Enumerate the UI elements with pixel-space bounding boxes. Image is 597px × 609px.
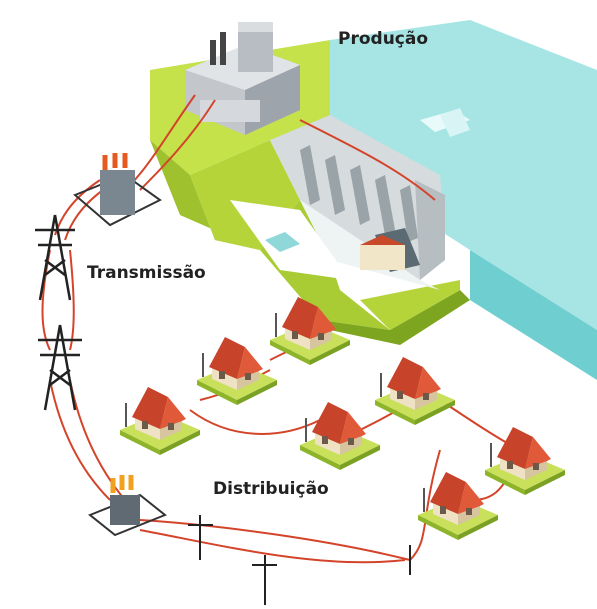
- poles-part: [188, 515, 213, 560]
- house-part: [322, 436, 328, 444]
- transmission-label: Transmissão: [87, 263, 206, 283]
- house-part: [507, 461, 513, 469]
- house-part: [533, 463, 539, 470]
- house: [300, 402, 380, 470]
- poles: [188, 515, 410, 605]
- poles-part: [252, 555, 277, 605]
- house: [375, 357, 455, 425]
- power-lines-part: [70, 250, 74, 350]
- houses: [120, 297, 565, 540]
- power-plant-part: [210, 40, 216, 65]
- house: [197, 337, 277, 405]
- production-label: Produção: [338, 29, 428, 49]
- house-part: [397, 391, 403, 399]
- house: [120, 387, 200, 455]
- power-grid-illustration: Produção Transmissão Distribuição: [0, 0, 597, 609]
- house-part: [440, 506, 446, 514]
- power-plant-part: [238, 22, 273, 32]
- transformer-bottom: [90, 475, 165, 535]
- power-plant-part: [220, 32, 226, 65]
- house-part: [245, 373, 251, 380]
- house: [418, 472, 498, 540]
- house-part: [168, 423, 174, 430]
- power-lines-part: [70, 380, 125, 500]
- power-lines-part: [50, 380, 110, 500]
- house-part: [142, 421, 148, 429]
- house-part: [466, 508, 472, 515]
- distribution-label: Distribuição: [213, 479, 329, 499]
- dam-part: [360, 245, 405, 270]
- house-part: [318, 333, 324, 340]
- transformer-top-part: [100, 170, 135, 215]
- house-part: [292, 331, 298, 339]
- house-part: [423, 393, 429, 400]
- transformer-bottom-part: [110, 495, 140, 525]
- transformer-bottom-part: [113, 475, 131, 493]
- house-part: [219, 371, 225, 379]
- power-lines-part: [190, 410, 320, 434]
- house-part: [348, 438, 354, 445]
- transformer-top-part: [105, 153, 125, 170]
